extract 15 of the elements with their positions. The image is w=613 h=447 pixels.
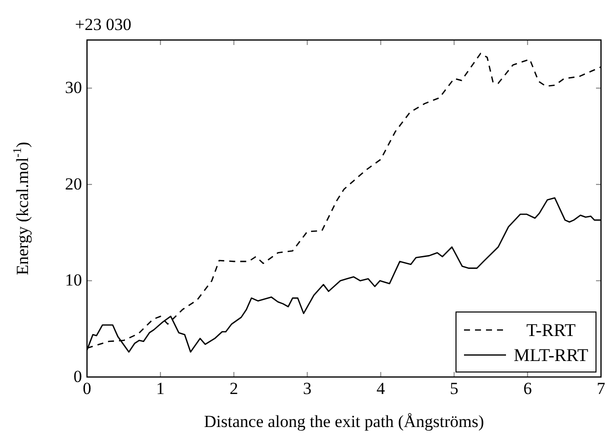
x-tick-label: 1 [156,379,165,398]
y-tick-label: 20 [65,174,82,194]
x-tick-label: 5 [450,379,458,398]
x-axis-title: Distance along the exit path (Ångströms) [204,412,484,431]
y-tick-label: 30 [65,78,82,98]
legend-label: MLT-RRT [514,345,588,365]
x-tick-label: 7 [596,379,606,398]
x-tick-label: 4 [376,379,386,398]
y-tick-label: 10 [65,270,82,290]
legend-label: T-RRT [526,320,576,340]
x-tick-label: 6 [523,379,532,398]
x-tick-label: 2 [230,379,238,398]
text: +23 030 [75,15,132,34]
y-tick-label: 0 [74,367,82,386]
x-tick-label: 3 [303,379,312,398]
